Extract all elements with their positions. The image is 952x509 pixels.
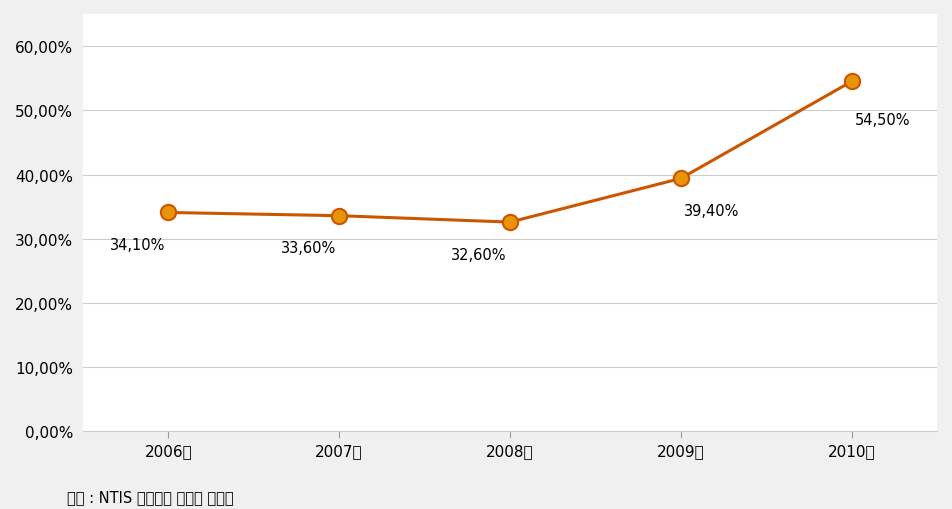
Text: 39,40%: 39,40% (684, 204, 739, 218)
Text: 34,10%: 34,10% (109, 237, 166, 252)
Text: 33,60%: 33,60% (281, 241, 336, 256)
Text: 출처 : NTIS 데이터를 토대로 재구성: 출처 : NTIS 데이터를 토대로 재구성 (67, 489, 233, 504)
Text: 32,60%: 32,60% (451, 247, 506, 262)
Text: 54,50%: 54,50% (855, 113, 910, 128)
